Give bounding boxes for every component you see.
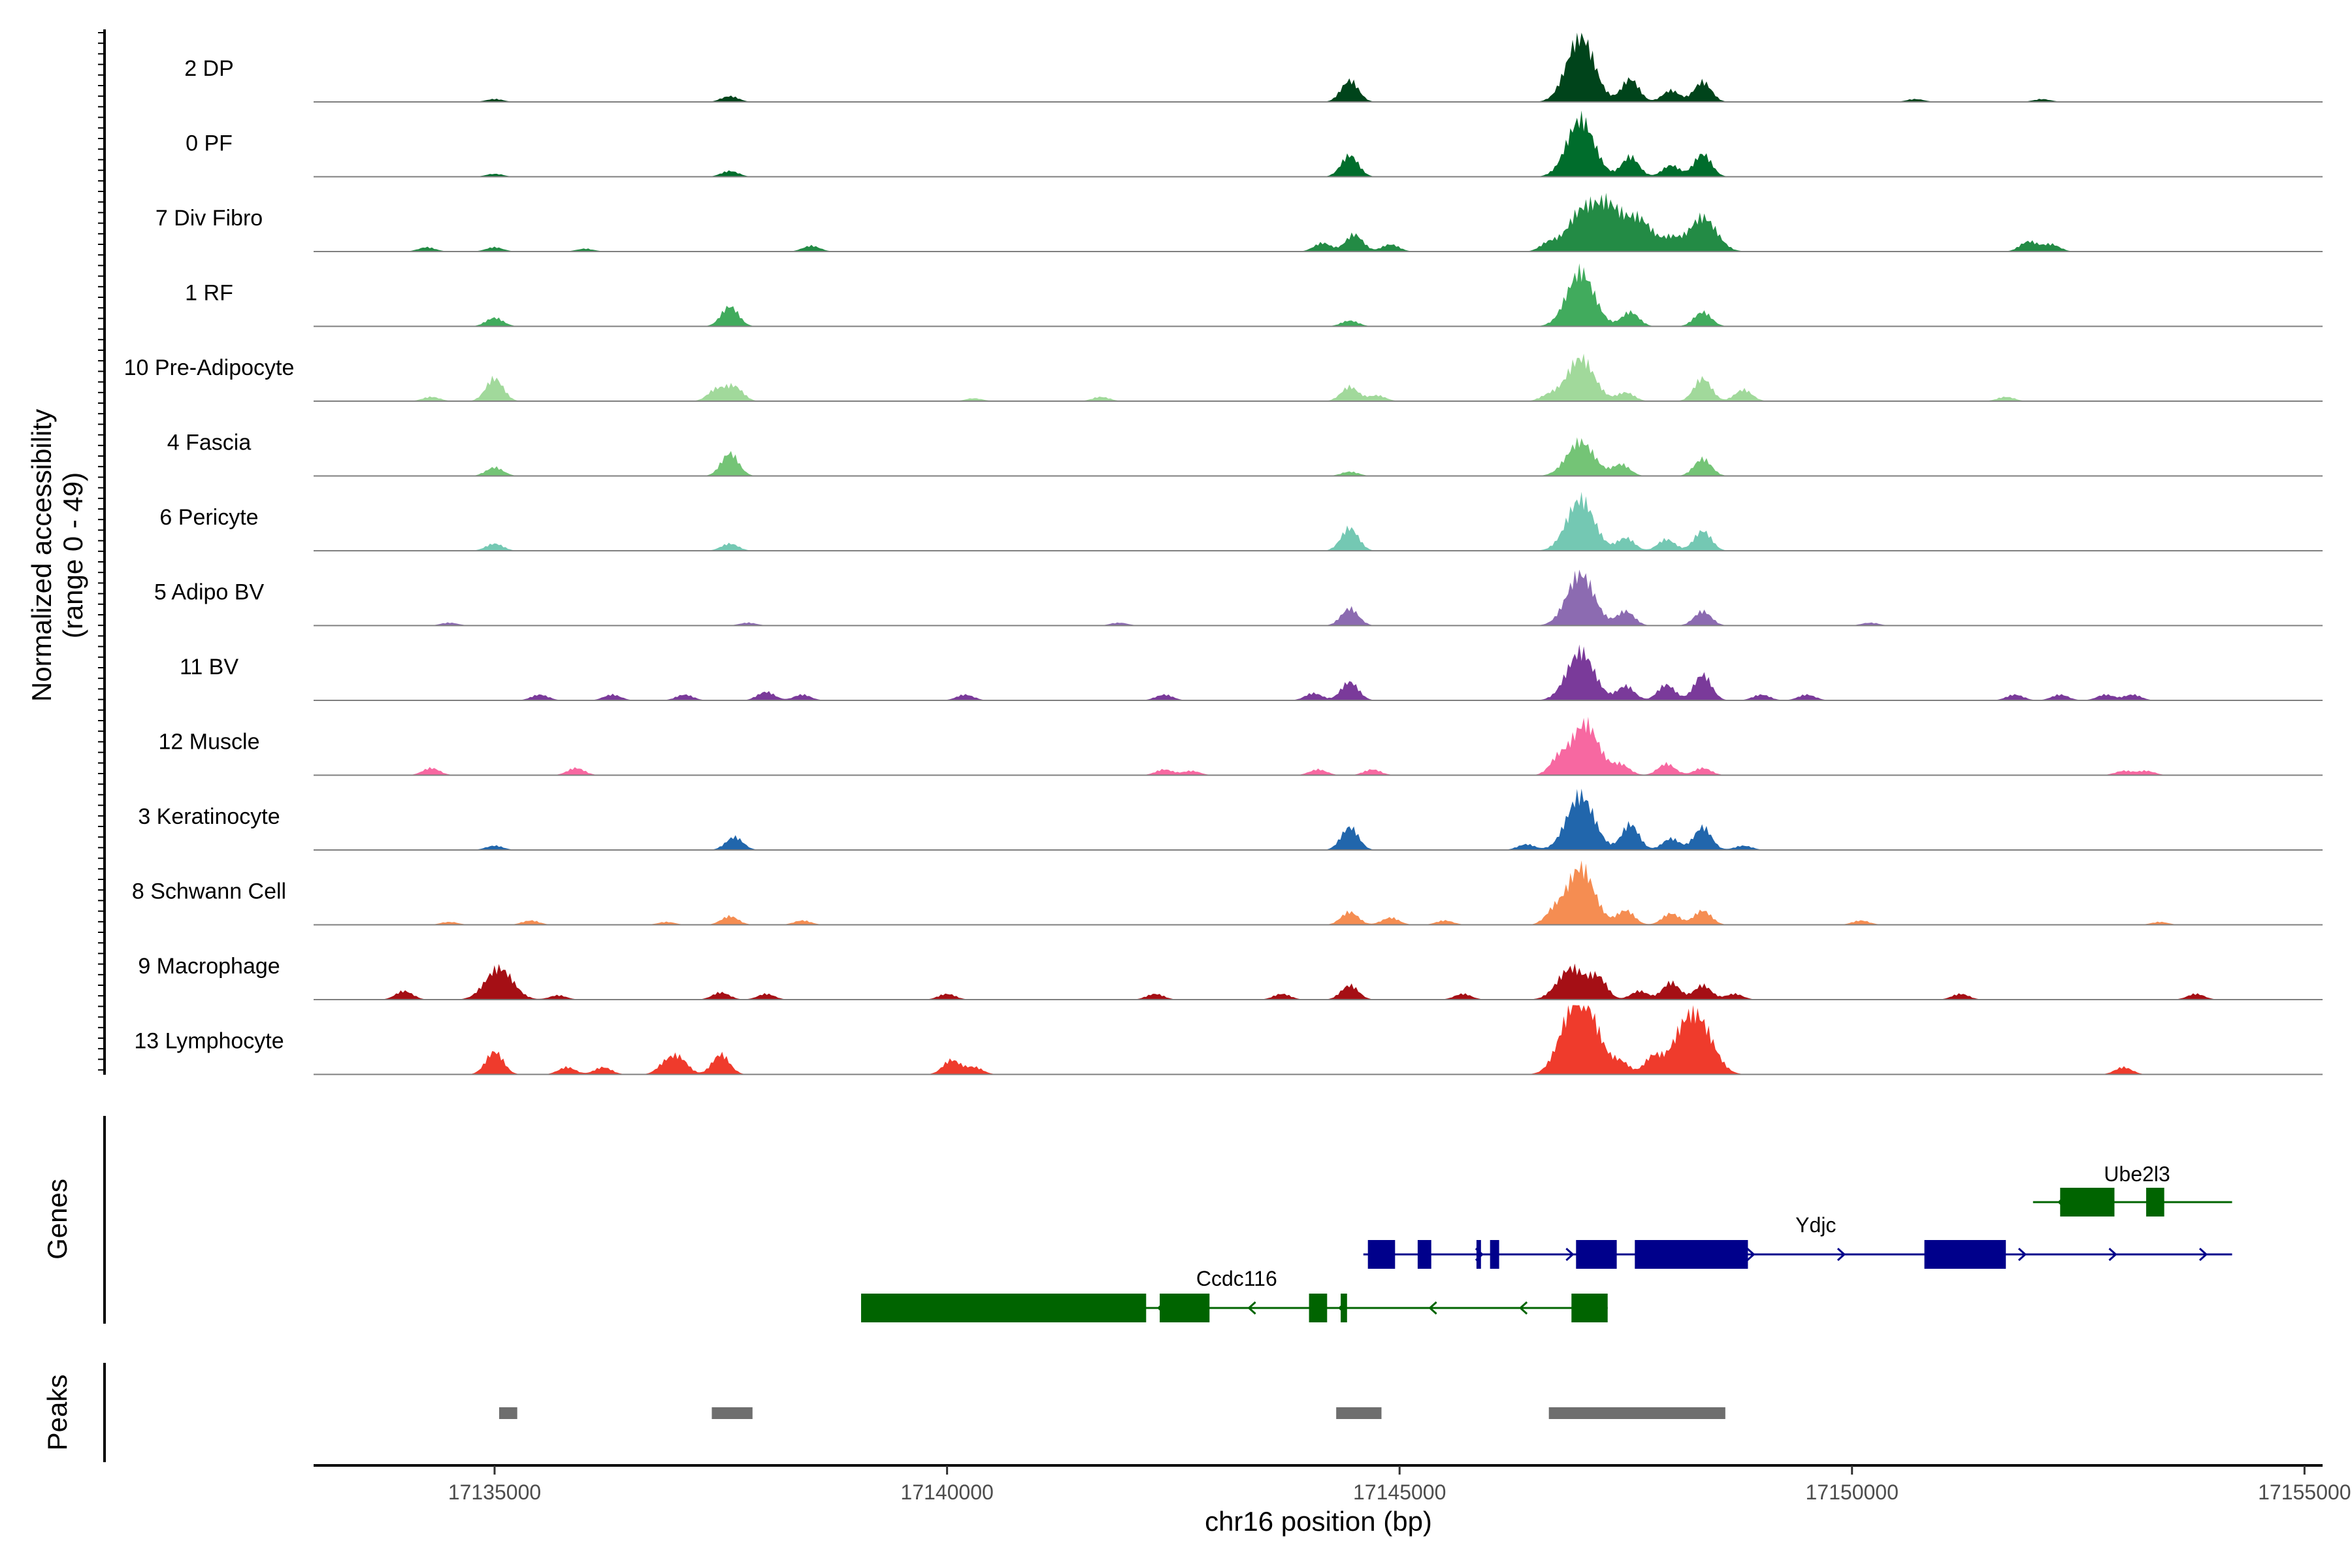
gene-label: Ccdc116 [1196,1267,1277,1290]
peak-regions-track [499,1407,1725,1419]
gene-exon [1367,1240,1396,1269]
coverage-area [314,263,2323,327]
strand-arrow [2017,1247,2027,1262]
track-label: 13 Lymphocyte [134,1029,284,1054]
strand-arrow [1837,1247,1846,1262]
track-7-div-fibro: 7 Div Fibro [155,193,2323,252]
track-label: 8 Schwann Cell [132,879,286,904]
peak-region [1548,1407,1725,1419]
gene-ccdc116: Ccdc116 [861,1267,1608,1322]
strand-arrow [2108,1247,2117,1262]
track-label: 5 Adipo BV [154,580,265,605]
peak-region [499,1407,517,1419]
gene-exon [1571,1294,1608,1322]
gene-exon [1924,1240,2006,1269]
coverage-area [314,860,2323,925]
gene-exon [1476,1240,1481,1269]
track-label: 12 Muscle [159,730,260,755]
track-13-lymphocyte: 13 Lymphocyte [134,1005,2323,1075]
gene-exon [861,1294,1147,1322]
coverage-area [314,193,2323,252]
track-5-adipo-bv: 5 Adipo BV [154,569,2323,627]
track-3-keratinocyte: 3 Keratinocyte [138,789,2323,851]
track-2-dp: 2 DP [184,33,2323,103]
track-label: 1 RF [185,281,233,306]
track-label: 3 Keratinocyte [138,804,280,829]
gene-ydjc: Ydjc [1363,1213,2232,1269]
gene-exon [1417,1240,1431,1269]
track-4-fascia: 4 Fascia [167,431,2323,477]
coverage-area [314,353,2323,401]
coverage-tracks: 2 DP 0 PF 7 Div Fibro 1 RF 10 Pre-Adipocyte 4… [124,33,2323,1075]
track-label: 10 Pre-Adipocyte [124,355,295,380]
gene-annotation-track: Ube2l3 Ydjc Ccdc116 [861,1162,2232,1322]
gene-exon [1341,1294,1347,1322]
coverage-area [314,1005,2323,1075]
track-label: 7 Div Fibro [155,206,263,231]
coverage-area [314,644,2323,700]
strand-arrow [1746,1247,1756,1262]
track-11-bv: 11 BV [180,644,2323,701]
gene-exon [1160,1294,1210,1322]
peaks-track-label: Peaks [42,1375,73,1451]
gene-ube2l3: Ube2l3 [2033,1162,2232,1217]
gene-exon [2146,1188,2164,1217]
track-6-pericyte: 6 Pericyte [159,491,2323,551]
coverage-area [314,491,2323,551]
x-tick-label: 17150000 [1806,1480,1899,1504]
gene-exon [2060,1188,2115,1217]
x-tick-label: 17155000 [2258,1480,2351,1504]
y-axis-title-line1: Normalized accessibility [26,409,57,702]
coverage-area [314,569,2323,626]
gene-exon [1576,1240,1617,1269]
track-label: 4 Fascia [167,431,252,455]
coverage-area [314,789,2323,850]
coverage-area [314,33,2323,102]
track-8-schwann-cell: 8 Schwann Cell [132,860,2323,926]
gene-exon [1309,1294,1328,1322]
x-tick-label: 17145000 [1353,1480,1446,1504]
x-axis-ticks: 17135000 17140000 17145000 17150000 17155000 [448,1465,2351,1504]
x-axis-title: chr16 position (bp) [1205,1506,1432,1537]
coverage-area [314,437,2323,476]
strand-arrow [1518,1301,1528,1315]
genes-track-label: Genes [42,1179,73,1260]
coverage-y-ticks [98,32,105,1071]
peak-region [711,1407,753,1419]
coverage-area [314,110,2323,177]
strand-arrow [1247,1301,1256,1315]
strand-arrow [2198,1247,2208,1262]
gene-label: Ydjc [1795,1213,1836,1237]
x-tick-label: 17135000 [448,1480,541,1504]
y-axis-title: Normalized accessibility (range 0 - 49) [26,409,88,702]
gene-label: Ube2l3 [2104,1162,2170,1186]
track-10-pre-adipocyte: 10 Pre-Adipocyte [124,353,2323,402]
coverage-area [314,717,2323,776]
gene-exon [1635,1240,1748,1269]
track-0-pf: 0 PF [186,110,2323,178]
coverage-area [314,963,2323,1000]
track-label: 0 PF [186,131,233,156]
track-1-rf: 1 RF [185,263,2323,327]
track-label: 6 Pericyte [159,505,258,530]
x-tick-label: 17140000 [900,1480,993,1504]
track-label: 2 DP [184,56,234,81]
track-9-macrophage: 9 Macrophage [138,954,2323,1000]
peak-region [1336,1407,1382,1419]
strand-arrow [1428,1301,1437,1315]
track-12-muscle: 12 Muscle [159,717,2323,776]
strand-arrow [1565,1247,1575,1262]
track-label: 11 BV [180,655,238,679]
gene-exon [1490,1240,1499,1269]
track-label: 9 Macrophage [138,954,280,979]
y-axis-title-line2: (range 0 - 49) [57,472,88,638]
